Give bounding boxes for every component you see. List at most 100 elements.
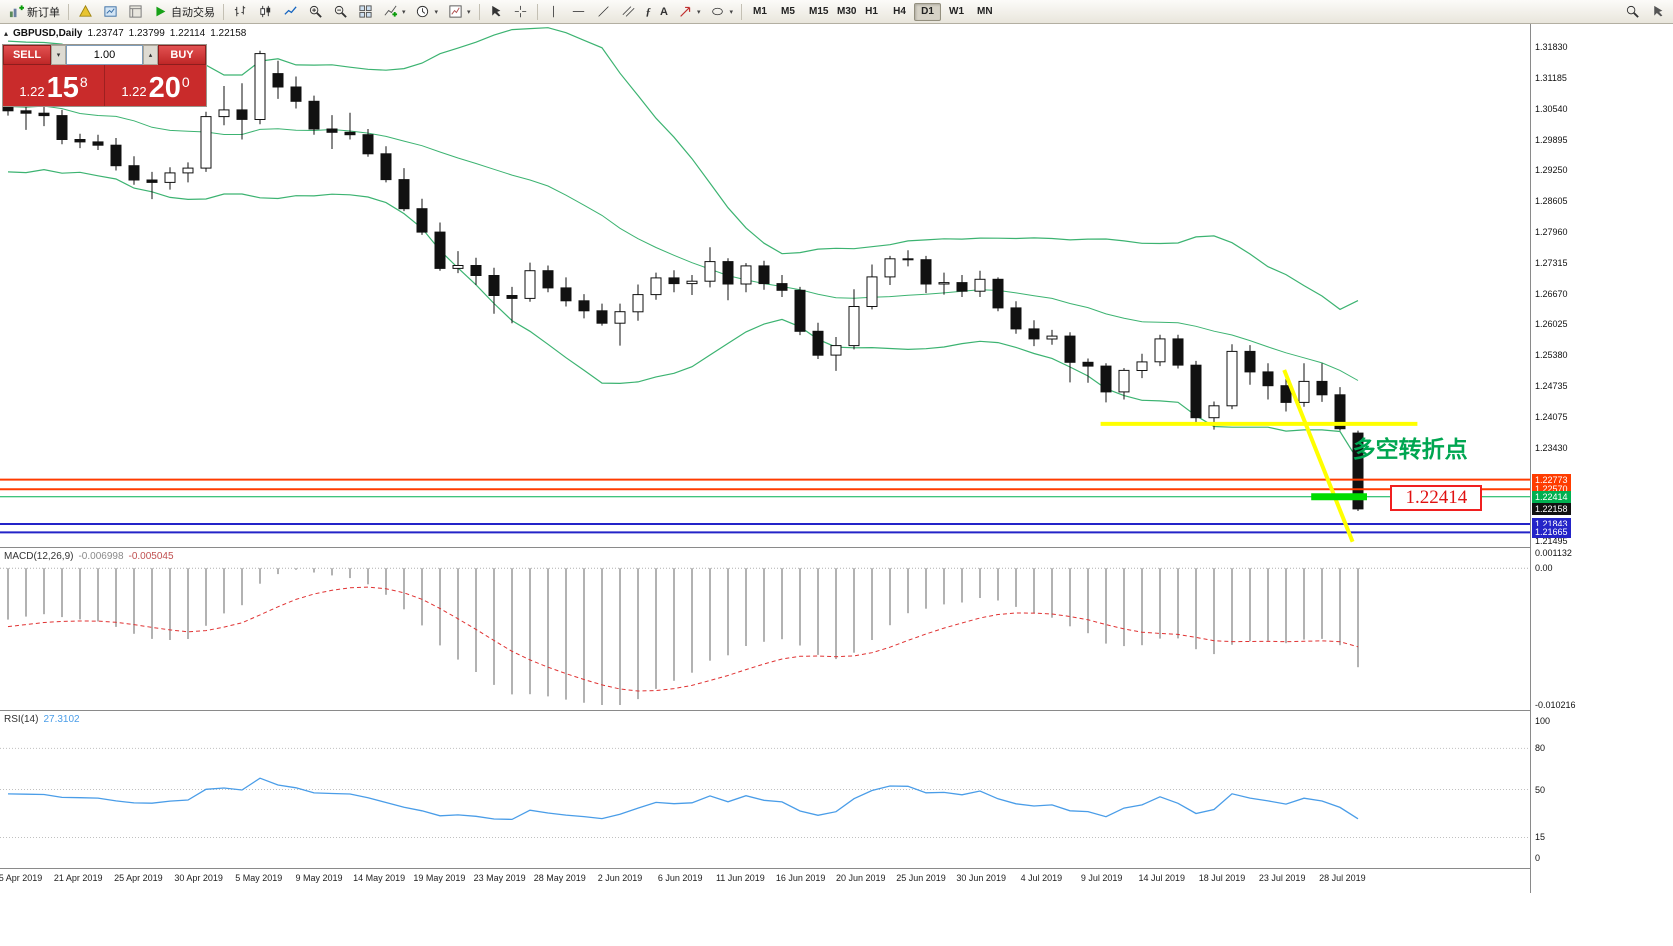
chart-line-button[interactable]: [278, 2, 302, 22]
date-axis-label: 6 Jun 2019: [657, 873, 703, 883]
volume-increase-button[interactable]: ▴: [143, 45, 158, 65]
price-tag: 1.22773: [1532, 473, 1571, 486]
periods-button[interactable]: ▾: [411, 2, 443, 22]
timeframe-d1[interactable]: D1: [914, 2, 942, 21]
ohlc-high: 1.23799: [128, 28, 165, 39]
chart-bars-button[interactable]: [228, 2, 252, 22]
templates-button[interactable]: ▾: [443, 2, 475, 22]
buy-button[interactable]: BUY: [158, 45, 206, 65]
volume-input[interactable]: [66, 45, 143, 65]
data-window-icon: [102, 4, 118, 20]
text-label-button[interactable]: A: [656, 2, 672, 22]
rsi-canvas: [0, 747, 1530, 838]
rsi-label: RSI(14): [4, 714, 39, 725]
price-scale-label: 50: [1535, 784, 1546, 795]
data-window-button[interactable]: [98, 2, 122, 22]
sell-price[interactable]: 1.22 15 8: [3, 65, 105, 106]
chevron-down-icon: ▾: [697, 8, 701, 16]
arrow-object-icon: [677, 4, 693, 20]
cursor-arrow-icon: [488, 4, 504, 20]
macd-canvas: [0, 567, 1530, 705]
date-axis-label: 4 Jul 2019: [1020, 873, 1063, 883]
buy-price-big: 20: [148, 72, 181, 104]
zoom-in-button[interactable]: [303, 2, 327, 22]
ohlc-low: 1.22114: [169, 28, 206, 39]
fibonacci-button[interactable]: ƒ: [642, 2, 656, 22]
panel-divider[interactable]: [0, 710, 1673, 711]
annotation-text: 多空转折点: [1353, 436, 1468, 462]
template-chart-icon: [447, 4, 463, 20]
timeframe-group: M1 M5 M15 M30 H1 H4 D1 W1 MN: [746, 2, 997, 21]
new-order-label: 新订单: [27, 6, 60, 19]
price-tag: 1.22158: [1532, 502, 1571, 515]
ohlc-open: 1.23747: [87, 28, 124, 39]
shapes-button[interactable]: ▾: [706, 2, 738, 22]
market-watch-button[interactable]: [73, 2, 97, 22]
auto-trading-button[interactable]: 自动交易: [148, 2, 219, 22]
crosshair-button[interactable]: [509, 2, 533, 22]
horizontal-line-button[interactable]: [567, 2, 591, 22]
market-watch-icon: [77, 4, 93, 20]
timeframe-m30[interactable]: M30: [830, 3, 857, 21]
channel-button[interactable]: [617, 2, 641, 22]
date-axis-label: 15 Apr 2019: [0, 873, 43, 883]
volume-decrease-button[interactable]: ▾: [51, 45, 66, 65]
tile-windows-button[interactable]: [353, 2, 377, 22]
one-click-trade-panel: SELL ▾ ▴ BUY 1.22 15 8 1.22 20 0: [2, 44, 207, 107]
clock-icon: [415, 4, 431, 20]
timeframe-m15[interactable]: M15: [802, 3, 829, 21]
price-scale-label: 1.31830: [1535, 42, 1568, 53]
timeframe-m1[interactable]: M1: [746, 3, 773, 21]
price-scale[interactable]: 1.31830 1.31185 1.30540 1.29895 1.29250 1.286…: [1530, 24, 1673, 893]
price-scale-label: 0: [1535, 853, 1541, 863]
symbol-header: ▴ GBPUSD,Daily 1.23747 1.23799 1.22114 1…: [4, 28, 246, 39]
price-scale-label: 0.001132: [1535, 548, 1572, 558]
cursor-button[interactable]: [484, 2, 508, 22]
price-scale-label: 80: [1535, 743, 1546, 754]
search-button[interactable]: [1620, 2, 1644, 22]
price-scale-label: 1.31185: [1535, 73, 1567, 84]
price-scale-label: 1.26025: [1535, 319, 1568, 330]
rsi-panel[interactable]: RSI(14) 27.3102: [0, 711, 1530, 868]
price-chart-canvas[interactable]: 多空转折点: [0, 24, 1530, 547]
collapse-panel-icon[interactable]: ▴: [4, 29, 9, 38]
price-scale-label: 100: [1535, 716, 1551, 726]
bar-chart-icon: [232, 4, 248, 20]
date-axis[interactable]: 15 Apr 2019 21 Apr 2019 25 Apr 2019 30 Apr …: [0, 869, 1530, 893]
indicators-button[interactable]: ▾: [378, 2, 410, 22]
sell-price-small: 1.22: [19, 84, 45, 99]
macd-value-signal: -0.005045: [128, 551, 174, 562]
arrows-button[interactable]: ▾: [673, 2, 705, 22]
date-axis-label: 5 May 2019: [235, 873, 283, 883]
date-axis-label: 16 Jun 2019: [775, 873, 826, 883]
date-axis-label: 28 May 2019: [533, 873, 586, 883]
trendline-button[interactable]: [592, 2, 616, 22]
toolbar-separator: [223, 3, 224, 20]
panel-divider[interactable]: [0, 868, 1673, 869]
timeframe-w1[interactable]: W1: [942, 3, 969, 21]
price-tag: 1.22414: [1532, 490, 1571, 503]
date-axis-label: 9 May 2019: [295, 873, 343, 883]
date-axis-label: 18 Jul 2019: [1198, 873, 1246, 883]
symbol-name: GBPUSD,Daily: [13, 28, 83, 39]
main-chart[interactable]: 多空转折点 ▴ GBPUSD,Daily 1.23747 1.23799 1.2…: [0, 24, 1530, 547]
pointer-button[interactable]: [1645, 2, 1669, 22]
panel-divider[interactable]: [0, 547, 1673, 548]
new-order-button[interactable]: 新订单: [4, 2, 64, 22]
macd-panel[interactable]: MACD(12,26,9) -0.006998 -0.005045: [0, 548, 1530, 710]
timeframe-h1[interactable]: H1: [858, 3, 885, 21]
timeframe-h4[interactable]: H4: [886, 3, 913, 21]
date-axis-label: 11 Jun 2019: [715, 873, 765, 883]
price-scale-label: 1.25380: [1535, 350, 1568, 361]
vertical-line-button[interactable]: [542, 2, 566, 22]
timeframe-m5[interactable]: M5: [774, 3, 801, 21]
date-axis-label: 23 Jul 2019: [1258, 873, 1306, 883]
buy-price[interactable]: 1.22 20 0: [105, 65, 206, 106]
timeframe-mn[interactable]: MN: [970, 3, 997, 21]
sell-button[interactable]: SELL: [3, 45, 51, 65]
rsi-value: 27.3102: [43, 714, 80, 725]
navigator-button[interactable]: [123, 2, 147, 22]
chart-candles-button[interactable]: [253, 2, 277, 22]
price-scale-label: 0.00: [1535, 563, 1553, 574]
zoom-out-button[interactable]: [328, 2, 352, 22]
